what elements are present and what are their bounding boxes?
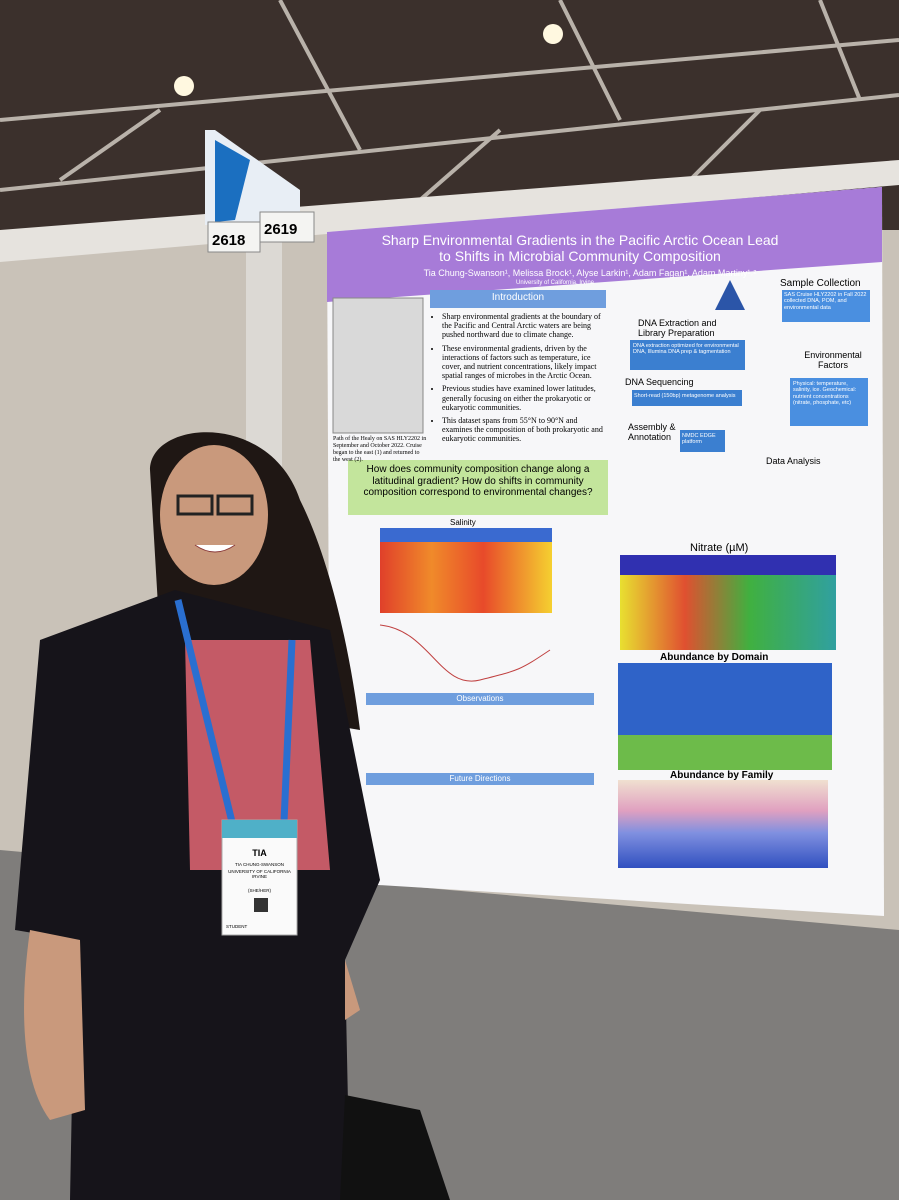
- boat-icon: [715, 280, 745, 310]
- panel-title: Nitrate (µM): [690, 542, 749, 554]
- hand: [345, 960, 360, 1020]
- panel-title: Abundance by Family: [670, 770, 774, 781]
- lanyard: [174, 599, 296, 823]
- badge-name: TIA: [252, 848, 267, 858]
- bag: [340, 1095, 450, 1200]
- section-heading: Observations: [456, 694, 504, 703]
- intro-heading-bar: [430, 290, 606, 308]
- badge-header: [222, 820, 297, 838]
- workflow-note: SAS Cruise HLY2202 in Fall 2022 collecte…: [784, 292, 867, 311]
- salinity-surface: [380, 528, 552, 542]
- smile: [194, 544, 236, 553]
- intro-bullet: These environmental gradients, driven by…: [442, 344, 604, 381]
- booth-sign: [259, 211, 315, 243]
- booth-sign: [207, 221, 261, 253]
- booth-number: 2619: [264, 221, 298, 238]
- workflow-step: DNA Extraction and Library Preparation: [638, 318, 717, 339]
- intro-list: Sharp environmental gradients at the bou…: [432, 312, 604, 443]
- workflow-step: Sample Collection: [780, 278, 861, 289]
- badge-qr: [254, 898, 268, 912]
- extraction-box: [630, 340, 745, 370]
- workflow-step: DNA Sequencing: [625, 377, 694, 387]
- workflow-step: Data Analysis: [766, 456, 821, 466]
- intro-bullet: This dataset spans from 55°N to 90°N and…: [442, 416, 604, 444]
- workflow-note: Short-read (150bp) metagenome analysis: [634, 393, 736, 399]
- panel-title: Abundance by Domain: [660, 652, 769, 663]
- trusses: [0, 0, 899, 202]
- poster-title: Sharp Environmental Gradients in the Pac…: [381, 232, 779, 265]
- intro-bullet: Previous studies have examined lower lat…: [442, 384, 604, 412]
- flag-logo: [215, 140, 250, 222]
- salinity-plot: [380, 528, 552, 613]
- poster-affiliation: University of California, Irvine: [515, 280, 595, 286]
- badge-full-name: TIA CHUNG-SWANSON: [234, 862, 285, 867]
- poster-authors: Tia Chung-Swanson¹, Melissa Brock¹, Alys…: [423, 268, 757, 278]
- glasses: [176, 494, 254, 516]
- section-heading: Future Directions: [449, 774, 511, 783]
- badge-pronouns: (SHE/HER): [247, 888, 271, 893]
- badge: [221, 819, 298, 936]
- intro-heading: Introduction: [491, 292, 545, 303]
- workflow-note: DNA extraction optimized for environment…: [633, 343, 739, 356]
- pink-top: [185, 640, 330, 870]
- ceiling-light: [543, 24, 563, 44]
- observations-bar: [366, 693, 594, 705]
- workflow-note: NMDC EDGE platform: [682, 433, 716, 446]
- poster-header: [327, 187, 882, 302]
- map: [332, 297, 424, 434]
- arm: [24, 930, 85, 1120]
- nitrate-surface: [620, 555, 836, 575]
- domain-eukaryota: [618, 735, 832, 770]
- panel-title: Salinity: [450, 518, 476, 527]
- sequencing-box: [632, 390, 742, 406]
- question-box: [348, 460, 608, 515]
- booth-number: 2618: [212, 232, 246, 249]
- future-bar: [366, 773, 594, 785]
- intro-bullet: Sharp environmental gradients at the bou…: [442, 312, 604, 340]
- workflow-step: Assembly & Annotation: [628, 422, 676, 443]
- family-plot: [618, 780, 828, 868]
- research-question: How does community composition change al…: [363, 464, 593, 498]
- environment-box: [790, 378, 868, 426]
- intro-text: Sharp environmental gradients at the bou…: [432, 312, 604, 447]
- badge-role: STUDENT: [226, 924, 248, 929]
- ceiling-light: [174, 76, 194, 96]
- temperature-curve: [379, 624, 551, 682]
- sample-box: [782, 290, 870, 322]
- workflow-step: Environmental Factors: [804, 350, 862, 371]
- face: [160, 445, 268, 585]
- badge-org: UNIVERSITY OF CALIFORNIA IRVINE: [228, 869, 291, 880]
- workflow-note: Physical: temperature, salinity, ice. Ge…: [793, 381, 857, 406]
- map-caption: Path of the Healy on SAS HLY2202 in Sept…: [333, 436, 427, 463]
- assembly-box: [680, 430, 725, 452]
